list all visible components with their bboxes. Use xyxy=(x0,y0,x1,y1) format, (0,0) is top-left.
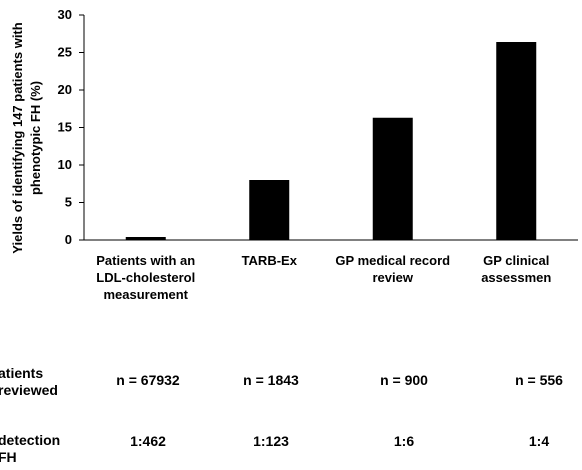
row2-label-line-1: detection xyxy=(0,432,61,448)
row1-value-2: n = 1843 xyxy=(243,372,299,388)
y-axis-label-line-1: Yields of identifying 147 patients with xyxy=(10,22,25,253)
x-category-label-0-line-0: Patients with an xyxy=(96,253,195,268)
x-category-label-0-line-2: measurement xyxy=(103,287,188,300)
y-ticks: 0 5 10 15 20 25 30 xyxy=(58,7,84,247)
row-label-detection-fh: detection FH xyxy=(0,432,76,466)
bar-1 xyxy=(249,180,290,240)
y-tick-label-2: 10 xyxy=(58,157,72,172)
x-category-label-2-line-0: GP medical record xyxy=(335,253,450,268)
y-tick-label-0: 0 xyxy=(65,232,72,247)
bar-chart: Yields of identifying 147 patients with … xyxy=(10,7,578,300)
row1-value-3: n = 900 xyxy=(380,372,428,388)
row1-value-1: n = 67932 xyxy=(116,372,180,388)
y-tick-label-6: 30 xyxy=(58,7,72,22)
row2-value-4: 1:4 xyxy=(528,433,550,449)
y-axis-label-line-2: phenotypic FH (%) xyxy=(28,81,43,195)
bar-3 xyxy=(496,42,537,240)
x-category-label-3-line-0: GP clinical xyxy=(483,253,549,268)
x-category-label-0-line-1: LDL-cholesterol xyxy=(96,270,195,285)
bar-2 xyxy=(372,117,413,240)
bars xyxy=(125,42,537,240)
y-tick-label-4: 20 xyxy=(58,82,72,97)
y-tick-label-1: 5 xyxy=(65,195,72,210)
x-category-label-2-line-1: review xyxy=(373,270,414,285)
x-category-label-1-line-0: TARB-Ex xyxy=(242,253,298,268)
row1-label-line-1: atients xyxy=(0,365,44,381)
y-tick-label-5: 25 xyxy=(58,45,72,60)
row1-value-4: n = 556 xyxy=(515,372,563,388)
bar-0 xyxy=(125,237,166,240)
row2-value-3: 1:6 xyxy=(393,433,415,449)
row2-label-line-2: FH xyxy=(0,449,17,465)
row2-value-2: 1:123 xyxy=(253,433,289,449)
x-category-label-3-line-1: assessmen xyxy=(481,270,551,285)
x-category-labels: Patients with an LDL-cholesterol measureme… xyxy=(96,253,551,300)
row-label-patients-reviewed: atients reviewed xyxy=(0,365,70,399)
row1-label-line-2: reviewed xyxy=(0,382,58,398)
y-tick-label-3: 15 xyxy=(58,120,72,135)
y-axis-label: Yields of identifying 147 patients with … xyxy=(10,22,43,253)
row2-value-1: 1:462 xyxy=(130,433,166,449)
